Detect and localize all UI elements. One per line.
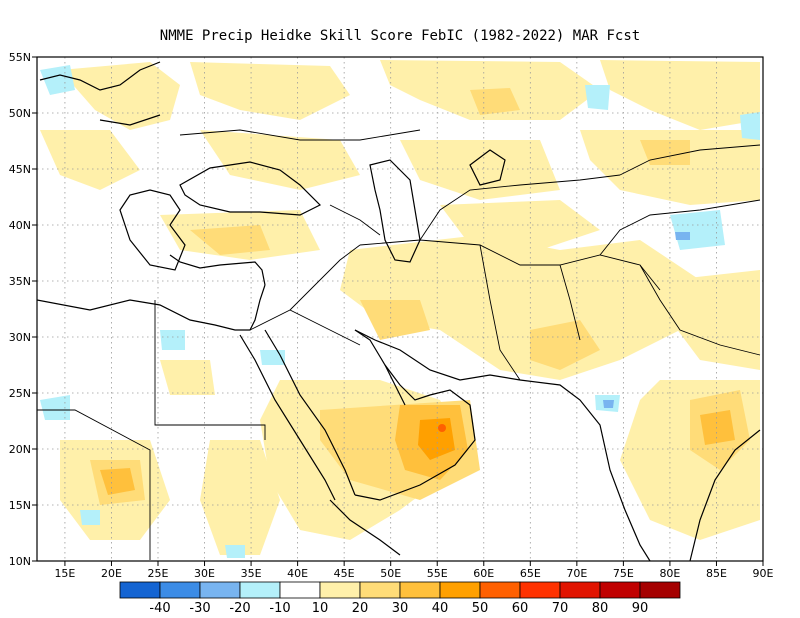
y-tick-label: 50N bbox=[9, 107, 31, 120]
y-tick-label: 20N bbox=[9, 443, 31, 456]
colorbar-label: 40 bbox=[432, 601, 449, 616]
colorbar-swatch bbox=[279, 581, 321, 599]
colorbar-label: 10 bbox=[312, 601, 329, 616]
colorbar-swatch bbox=[519, 581, 561, 599]
x-tick-label: 30E bbox=[194, 567, 215, 580]
colorbar-swatch bbox=[159, 581, 201, 599]
y-tick-label: 45N bbox=[9, 163, 31, 176]
colorbar-swatch bbox=[199, 581, 241, 599]
x-tick-label: 20E bbox=[101, 567, 122, 580]
colorbar-label: 70 bbox=[552, 601, 569, 616]
y-tick-label: 55N bbox=[9, 51, 31, 64]
x-tick-label: 50E bbox=[380, 567, 401, 580]
coastlines bbox=[37, 61, 761, 561]
x-tick-label: 45E bbox=[334, 567, 355, 580]
skill-shading bbox=[40, 60, 760, 558]
x-tick-label: 65E bbox=[520, 567, 541, 580]
y-tick-label: 10N bbox=[9, 555, 31, 568]
y-tick-label: 15N bbox=[9, 499, 31, 512]
x-tick-label: 90E bbox=[753, 567, 774, 580]
colorbar-swatch bbox=[439, 581, 481, 599]
colorbar-swatch bbox=[559, 581, 601, 599]
colorbar-legend: -40 -30 -20 -10 10 20 30 40 50 60 70 80 90 bbox=[119, 581, 681, 616]
x-tick-label: 70E bbox=[566, 567, 587, 580]
colorbar-swatch bbox=[479, 581, 521, 599]
colorbar-swatch bbox=[359, 581, 401, 599]
colorbar-swatch bbox=[639, 581, 681, 599]
x-axis-ticks: 15E 20E 25E 30E 35E 40E 45E 50E 55E 60E 65E 70E 75E 8… bbox=[54, 561, 774, 580]
x-tick-label: 85E bbox=[706, 567, 727, 580]
x-tick-label: 35E bbox=[241, 567, 262, 580]
x-tick-label: 25E bbox=[148, 567, 169, 580]
y-tick-label: 35N bbox=[9, 275, 31, 288]
x-tick-label: 60E bbox=[473, 567, 494, 580]
y-tick-label: 30N bbox=[9, 331, 31, 344]
colorbar-label: -40 bbox=[149, 601, 170, 616]
x-tick-label: 80E bbox=[659, 567, 680, 580]
colorbar-swatch bbox=[399, 581, 441, 599]
colorbar-swatch bbox=[119, 581, 161, 599]
y-axis-ticks: 55N 50N 45N 40N 35N 30N 25N 20N 15N 10N bbox=[9, 51, 37, 568]
colorbar-label: 60 bbox=[512, 601, 529, 616]
map-frame bbox=[36, 56, 764, 562]
colorbar-label: 90 bbox=[632, 601, 649, 616]
x-tick-label: 75E bbox=[613, 567, 634, 580]
colorbar-label: 50 bbox=[472, 601, 489, 616]
country-borders bbox=[37, 129, 761, 560]
x-tick-label: 40E bbox=[287, 567, 308, 580]
colorbar-swatch bbox=[599, 581, 641, 599]
colorbar-label: 30 bbox=[392, 601, 409, 616]
y-tick-label: 25N bbox=[9, 387, 31, 400]
x-tick-label: 55E bbox=[427, 567, 448, 580]
colorbar-label: -10 bbox=[269, 601, 290, 616]
y-tick-label: 40N bbox=[9, 219, 31, 232]
x-tick-label: 15E bbox=[54, 567, 75, 580]
map-title: NMME Precip Heidke Skill Score FebIC (19… bbox=[159, 28, 641, 44]
colorbar-label: 20 bbox=[352, 601, 369, 616]
colorbar-swatch bbox=[239, 581, 281, 599]
colorbar-label: -30 bbox=[189, 601, 210, 616]
colorbar-swatch bbox=[319, 581, 361, 599]
colorbar-label: -20 bbox=[229, 601, 250, 616]
colorbar-label: 80 bbox=[592, 601, 609, 616]
